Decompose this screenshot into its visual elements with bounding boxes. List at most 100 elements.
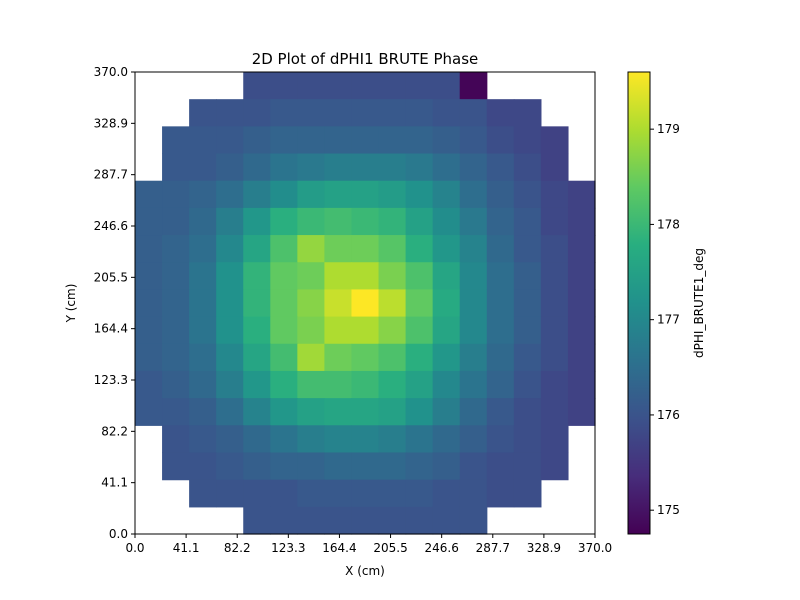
heatmap-cell — [540, 398, 569, 426]
heatmap-cell — [270, 99, 298, 127]
heatmap-cell — [324, 207, 353, 236]
heatmap-cell — [216, 398, 244, 426]
heatmap-cell — [324, 72, 353, 100]
heatmap-cell — [162, 398, 190, 426]
y-tick-label: 370.0 — [94, 65, 128, 79]
heatmap-cell — [189, 316, 217, 345]
heatmap-cell — [459, 99, 488, 127]
heatmap-cell — [432, 262, 461, 291]
heatmap-cell — [270, 180, 298, 209]
y-axis-label: Y (cm) — [64, 284, 78, 324]
heatmap-cell — [486, 99, 515, 127]
heatmap-cell — [189, 425, 217, 454]
heatmap-cell — [540, 235, 569, 263]
heatmap-cell — [378, 370, 407, 399]
heatmap-cell — [432, 153, 461, 182]
heatmap-cell — [459, 452, 488, 481]
heatmap-cell — [189, 153, 217, 182]
heatmap-cell — [189, 479, 217, 508]
heatmap-cell — [297, 506, 326, 535]
heatmap-cell — [216, 126, 244, 155]
x-tick-label: 246.6 — [424, 541, 458, 555]
heatmap-cell — [216, 370, 244, 399]
heatmap-cell — [351, 180, 380, 209]
heatmap-cell — [405, 425, 434, 454]
y-tick-label: 205.5 — [94, 270, 128, 284]
heatmap-cell — [486, 316, 515, 345]
heatmap-cell — [486, 398, 515, 426]
heatmap-cell — [189, 370, 217, 399]
heatmap-cell — [351, 425, 380, 454]
heatmap-cell — [162, 153, 190, 182]
heatmap-cell — [513, 479, 542, 508]
heatmap-cell — [567, 370, 596, 399]
heatmap-cell — [351, 153, 380, 182]
colorbar-tick-label: 178 — [657, 217, 680, 231]
heatmap-cell — [351, 452, 380, 481]
heatmap-cell — [189, 207, 217, 236]
heatmap-cell — [270, 262, 298, 291]
heatmap-cell — [297, 452, 326, 481]
heatmap-cell — [270, 207, 298, 236]
heatmap-cell — [432, 235, 461, 263]
heatmap-cell — [351, 72, 380, 100]
heatmap-cell — [405, 180, 434, 209]
heatmap-cell — [486, 235, 515, 263]
heatmap-cell — [324, 506, 353, 535]
heatmap-cell — [378, 398, 407, 426]
colorbar-frame — [627, 71, 651, 535]
heatmap-cell — [432, 316, 461, 345]
heatmap-cell — [378, 99, 407, 127]
heatmap-cell — [459, 316, 488, 345]
heatmap-cell — [513, 180, 542, 209]
y-tick-label: 246.6 — [94, 219, 128, 233]
heatmap-cell — [405, 479, 434, 508]
heatmap-cell — [486, 207, 515, 236]
heatmap-cell — [540, 207, 569, 236]
colorbar — [628, 72, 650, 534]
heatmap-cell — [378, 153, 407, 182]
heatmap-cell — [432, 479, 461, 508]
heatmap-cell — [135, 370, 163, 399]
heatmap-cell — [297, 316, 326, 345]
heatmap-cell — [243, 153, 271, 182]
heatmap-cell — [216, 153, 244, 182]
colorbar-tick-label: 176 — [657, 408, 680, 422]
heatmap-cell — [270, 153, 298, 182]
heatmap-cell — [459, 262, 488, 291]
heatmap-cell — [378, 343, 407, 372]
x-tick-label: 82.2 — [224, 541, 251, 555]
x-tick-label: 205.5 — [373, 541, 407, 555]
heatmap-cell — [567, 289, 596, 318]
heatmap-cell — [351, 370, 380, 399]
heatmap-cell — [162, 343, 190, 372]
heatmap-cell — [405, 207, 434, 236]
heatmap-cell — [378, 262, 407, 291]
heatmap-cell — [513, 289, 542, 318]
heatmap-cell — [486, 479, 515, 508]
heatmap-cell — [540, 370, 569, 399]
y-tick-label: 0.0 — [109, 527, 128, 541]
heatmap-cell — [540, 425, 569, 454]
heatmap-cell — [243, 370, 271, 399]
heatmap-cell — [243, 343, 271, 372]
heatmap-cell — [270, 452, 298, 481]
heatmap-cell — [216, 289, 244, 318]
heatmap-cell — [189, 343, 217, 372]
heatmap-cell — [405, 506, 434, 535]
heatmap-cell — [297, 370, 326, 399]
heatmap-cell — [216, 452, 244, 481]
heatmap-cell — [189, 99, 217, 127]
heatmap-cell — [486, 343, 515, 372]
heatmap-cell — [297, 235, 326, 263]
heatmap-cell — [540, 343, 569, 372]
heatmap-cell — [486, 425, 515, 454]
y-tick-label: 328.9 — [94, 116, 128, 130]
chart-title: 2D Plot of dPHI1 BRUTE Phase — [252, 50, 479, 68]
heatmap-cell — [135, 398, 163, 426]
heatmap-cell — [432, 398, 461, 426]
heatmap-cell — [378, 72, 407, 100]
heatmap-cell — [162, 452, 190, 481]
colorbar-ticks: 175 176 177 178 179 — [650, 122, 680, 517]
heatmap-cell — [162, 207, 190, 236]
